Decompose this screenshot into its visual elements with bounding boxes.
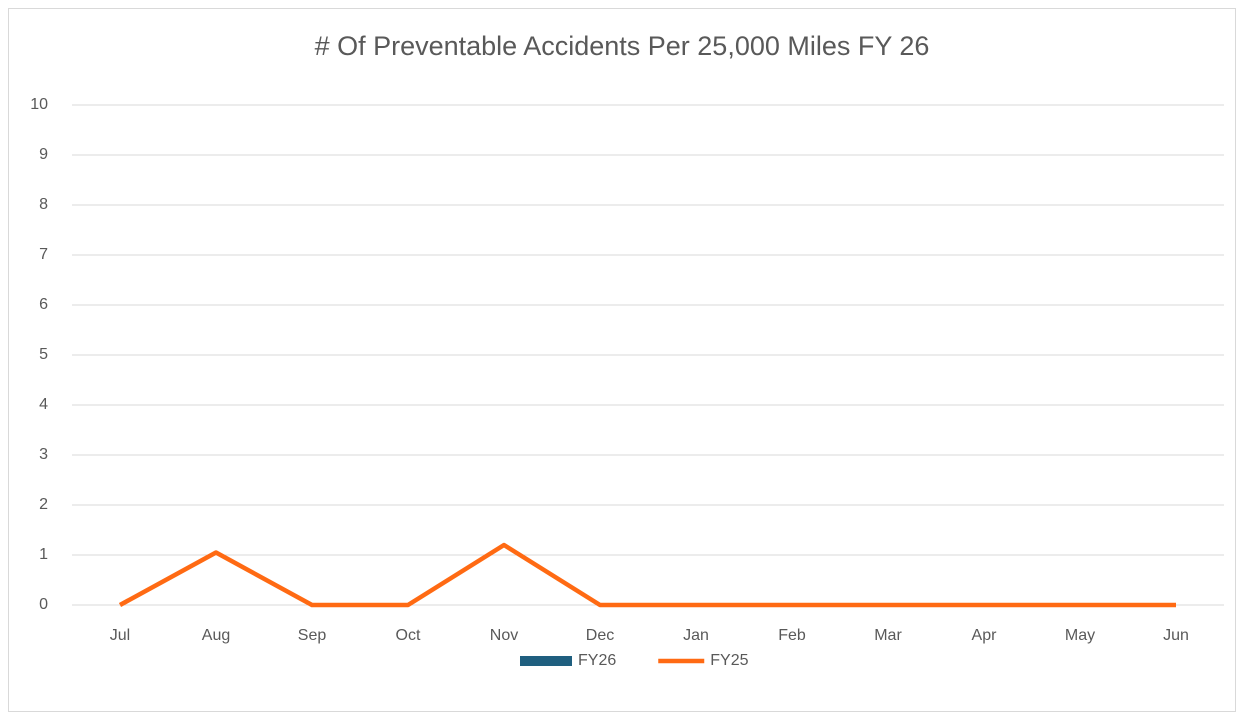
chart-title: # Of Preventable Accidents Per 25,000 Mi… — [315, 31, 930, 61]
x-tick-label: Nov — [490, 627, 518, 644]
y-tick-label: 2 — [39, 496, 48, 513]
y-tick-label: 4 — [39, 396, 48, 413]
y-tick-label: 10 — [30, 96, 48, 113]
x-tick-label: Oct — [396, 627, 421, 644]
y-tick-label: 3 — [39, 446, 48, 463]
x-tick-label: Jul — [110, 627, 130, 644]
x-tick-label: Aug — [202, 627, 230, 644]
x-tick-label: Jan — [683, 627, 709, 644]
y-tick-label: 6 — [39, 296, 48, 313]
line — [118, 542, 1176, 608]
y-tick-label: 1 — [39, 546, 48, 563]
y-tick-label: 5 — [39, 346, 48, 363]
legend-label: FY25 — [710, 652, 748, 669]
x-tick-label: Dec — [586, 627, 614, 644]
y-tick-label: 8 — [39, 196, 48, 213]
y-tick-label: 9 — [39, 146, 48, 163]
x-tick-label: Sep — [298, 627, 327, 644]
y-tick-label: 7 — [39, 246, 48, 263]
x-tick-label: May — [1065, 627, 1095, 644]
x-tick-label: Jun — [1163, 627, 1189, 644]
x-tick-label: Apr — [972, 627, 998, 644]
x-tick-label: Feb — [778, 627, 806, 644]
chart-border — [8, 8, 1236, 712]
legend-swatch — [520, 656, 572, 666]
legend-label: FY26 — [578, 652, 616, 669]
y-tick-label: 0 — [39, 596, 48, 613]
x-tick-label: Mar — [874, 627, 902, 644]
